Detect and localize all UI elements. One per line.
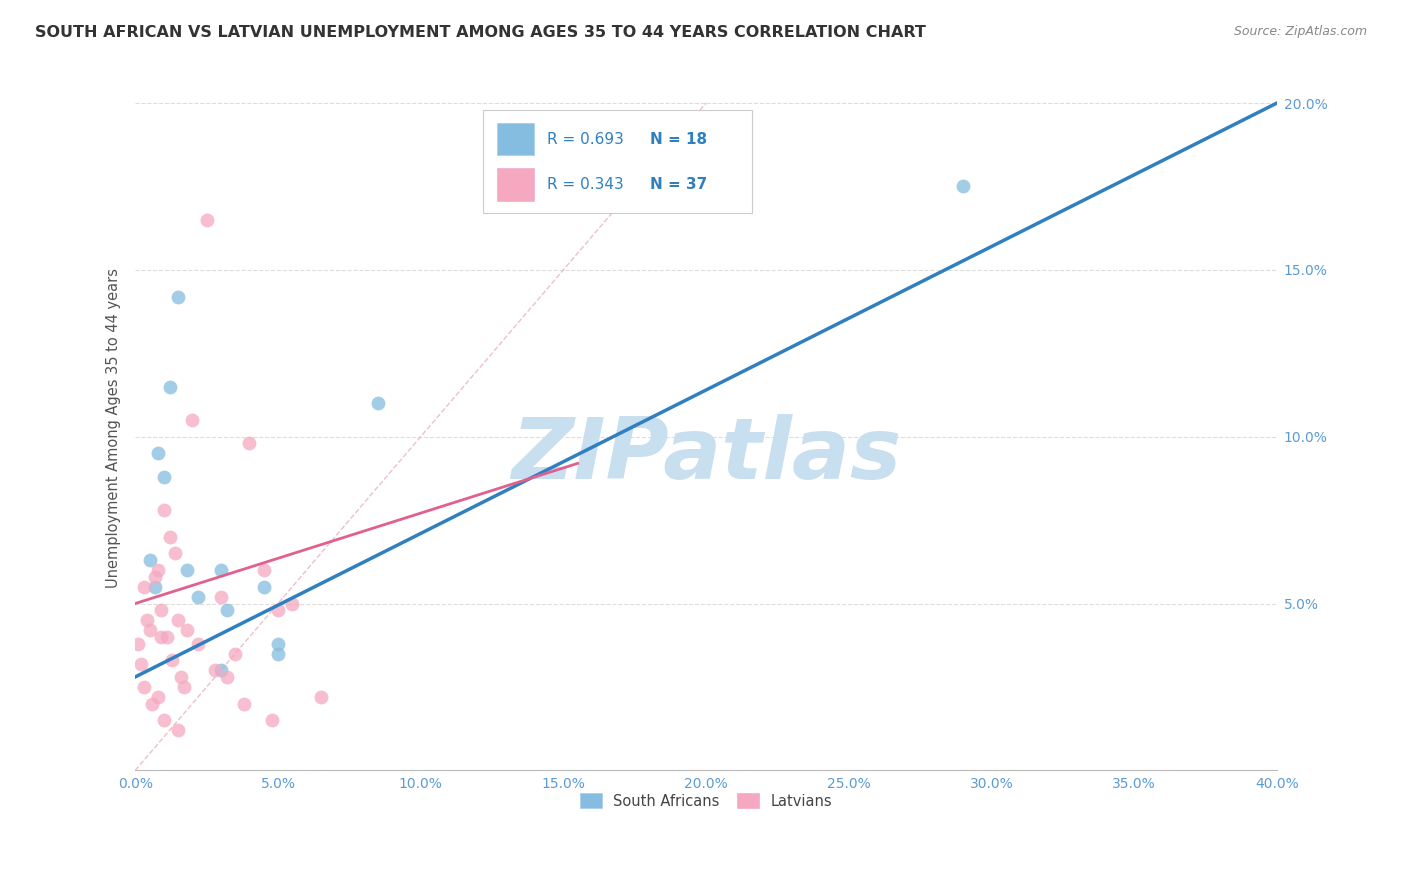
Text: SOUTH AFRICAN VS LATVIAN UNEMPLOYMENT AMONG AGES 35 TO 44 YEARS CORRELATION CHAR: SOUTH AFRICAN VS LATVIAN UNEMPLOYMENT AM… — [35, 25, 927, 40]
Point — [149, 603, 172, 617]
Point — [165, 546, 187, 560]
Point — [135, 613, 157, 627]
Point — [149, 630, 172, 644]
Text: R = 0.343: R = 0.343 — [547, 177, 624, 192]
Point — [162, 653, 184, 667]
Legend: South Africans, Latvians: South Africans, Latvians — [574, 788, 838, 814]
Point — [567, 179, 589, 194]
Point — [367, 396, 389, 410]
Point — [209, 563, 232, 577]
Point — [281, 597, 304, 611]
Point — [138, 624, 160, 638]
Point — [146, 446, 169, 460]
Y-axis label: Unemployment Among Ages 35 to 44 years: Unemployment Among Ages 35 to 44 years — [107, 268, 121, 589]
Point — [132, 680, 155, 694]
Point — [253, 580, 276, 594]
Bar — [498, 168, 534, 201]
Point — [581, 196, 603, 211]
Text: R = 0.693: R = 0.693 — [547, 131, 624, 146]
Text: N = 18: N = 18 — [650, 131, 707, 146]
Point — [146, 563, 169, 577]
Bar — [498, 122, 534, 155]
Point — [238, 436, 260, 450]
FancyBboxPatch shape — [484, 111, 752, 213]
Text: ZIPatlas: ZIPatlas — [510, 414, 901, 497]
Point — [159, 530, 181, 544]
Point — [138, 553, 160, 567]
Point — [129, 657, 152, 671]
Point — [253, 563, 276, 577]
Point — [167, 289, 190, 303]
Point — [132, 580, 155, 594]
Point — [167, 723, 190, 738]
Point — [159, 379, 181, 393]
Point — [204, 663, 226, 677]
Point — [143, 570, 166, 584]
Point — [153, 714, 176, 728]
Point — [224, 647, 246, 661]
Point — [232, 697, 254, 711]
Point — [209, 590, 232, 604]
Point — [267, 636, 290, 650]
Point — [195, 212, 218, 227]
Point — [153, 469, 176, 483]
Point — [267, 647, 290, 661]
Point — [173, 680, 195, 694]
Point — [153, 503, 176, 517]
Point — [215, 603, 238, 617]
Point — [143, 580, 166, 594]
Text: Source: ZipAtlas.com: Source: ZipAtlas.com — [1233, 25, 1367, 38]
Point — [267, 603, 290, 617]
Point — [209, 663, 232, 677]
Point — [187, 590, 209, 604]
Point — [146, 690, 169, 704]
Point — [187, 636, 209, 650]
Text: N = 37: N = 37 — [650, 177, 707, 192]
Point — [262, 714, 284, 728]
Point — [215, 670, 238, 684]
Point — [167, 613, 190, 627]
Point — [176, 563, 198, 577]
Point — [181, 413, 204, 427]
Point — [170, 670, 193, 684]
Point — [309, 690, 332, 704]
Point — [952, 179, 974, 194]
Point — [127, 636, 149, 650]
Point — [176, 624, 198, 638]
Point — [141, 697, 163, 711]
Point — [156, 630, 179, 644]
